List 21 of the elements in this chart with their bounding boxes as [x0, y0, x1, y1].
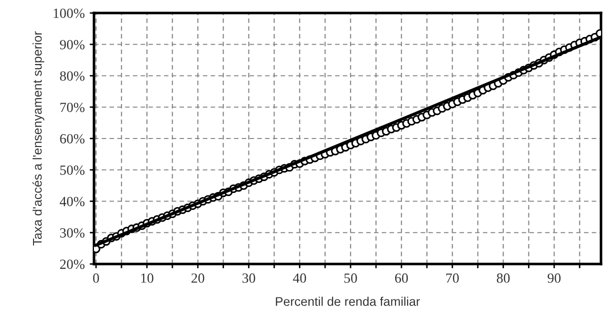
x-tick-label: 70 [446, 273, 459, 283]
x-tick-label: 50 [344, 273, 357, 283]
y-tick-label: 30% [60, 228, 84, 238]
x-tick-label: 40 [292, 273, 306, 283]
y-axis-title: Taxa d'accés a l'ensenyament superior [32, 31, 44, 246]
x-tick-label: 60 [395, 273, 408, 283]
x-axis-title: Percentil de renda familiar [276, 296, 420, 306]
y-tick-label: 70% [60, 102, 84, 112]
x-tick-label: 90 [548, 273, 561, 283]
y-tick-label: 20% [60, 260, 84, 269]
x-tick-label: 30 [242, 273, 256, 283]
y-tick-label: 60% [60, 134, 84, 144]
x-tick-label: 20 [192, 273, 204, 283]
y-tick-label: 50% [60, 165, 84, 175]
x-tick-label: 0 [93, 273, 99, 283]
x-tick-label: 80 [496, 273, 510, 283]
y-tick-label: 40% [60, 196, 84, 206]
x-tick-label: 10 [141, 273, 154, 283]
y-tick-label: 100% [54, 8, 84, 18]
y-tick-label: 90% [60, 40, 84, 50]
y-tick-label: 80% [60, 71, 84, 81]
